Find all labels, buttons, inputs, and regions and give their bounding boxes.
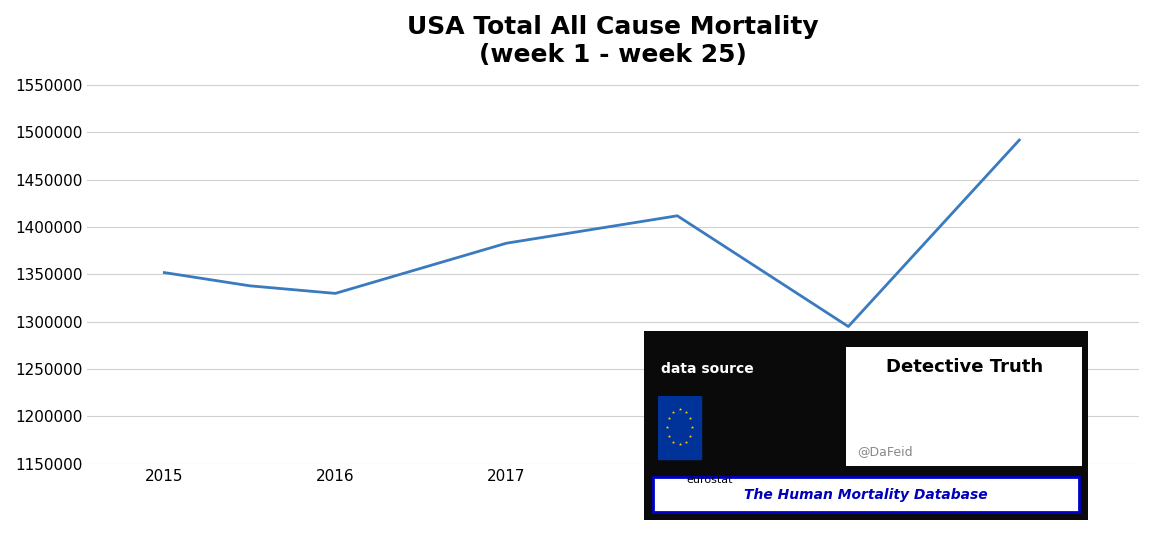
Title: USA Total All Cause Mortality
(week 1 - week 25): USA Total All Cause Mortality (week 1 - … — [407, 15, 819, 67]
Text: @DaFeid: @DaFeid — [857, 445, 913, 458]
Text: Detective Truth: Detective Truth — [885, 358, 1043, 376]
Bar — [658, 396, 702, 459]
Text: data source: data source — [661, 362, 754, 376]
Text: eurostat: eurostat — [687, 475, 733, 485]
Text: The Human Mortality Database: The Human Mortality Database — [744, 488, 988, 501]
